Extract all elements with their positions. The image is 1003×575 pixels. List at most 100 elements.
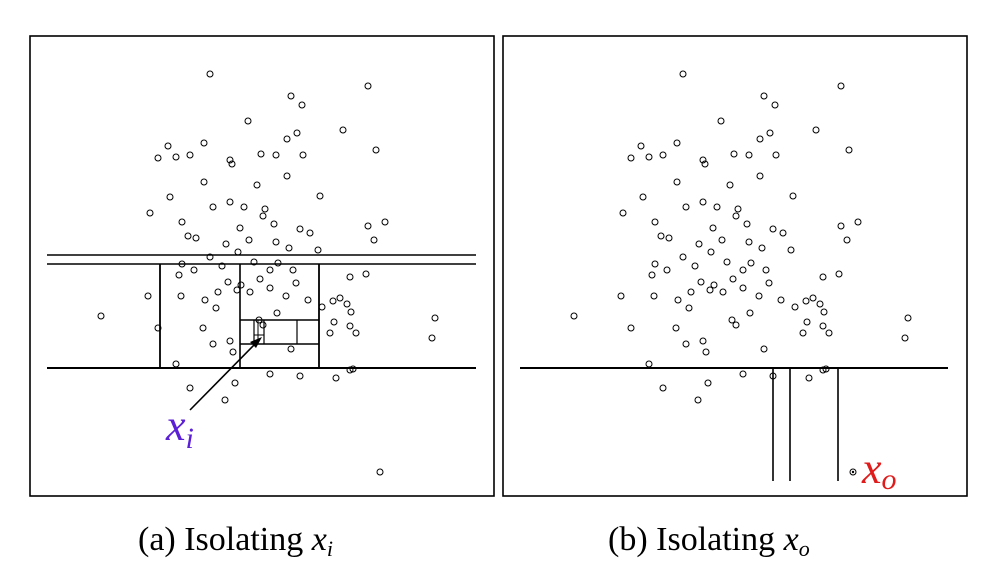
data-point (352, 329, 360, 337)
data-point (756, 172, 764, 180)
data-point (682, 203, 690, 211)
data-point (246, 288, 254, 296)
data-point (746, 309, 754, 317)
data-point (728, 316, 736, 324)
data-point (296, 372, 304, 380)
data-point (713, 203, 721, 211)
data-point (221, 396, 229, 404)
data-point (200, 139, 208, 147)
data-point (292, 279, 300, 287)
data-point (805, 374, 813, 382)
data-point (743, 220, 751, 228)
data-point (209, 203, 217, 211)
panel-a-points (97, 70, 439, 476)
data-point (362, 270, 370, 278)
panel-a-arrow (189, 337, 262, 411)
data-point (627, 324, 635, 332)
data-point (657, 232, 665, 240)
data-point (762, 266, 770, 274)
data-point (154, 324, 162, 332)
data-point (755, 292, 763, 300)
data-point (428, 334, 436, 342)
data-point (723, 258, 731, 266)
data-point (729, 275, 737, 283)
data-point (296, 225, 304, 233)
data-point (710, 281, 718, 289)
data-point (854, 218, 862, 226)
data-point (224, 278, 232, 286)
data-point (835, 270, 843, 278)
data-point (760, 92, 768, 100)
data-point (431, 314, 439, 322)
data-point (837, 222, 845, 230)
panel-b-frame (502, 35, 968, 497)
data-point (287, 92, 295, 100)
panel-a: xi (a) Isolating xi (29, 35, 495, 561)
data-point (699, 337, 707, 345)
data-point (212, 304, 220, 312)
data-point (619, 209, 627, 217)
data-point (283, 135, 291, 143)
data-point (672, 324, 680, 332)
data-point (261, 205, 269, 213)
data-point (617, 292, 625, 300)
data-point (679, 70, 687, 78)
data-point (266, 266, 274, 274)
data-point (819, 273, 827, 281)
data-point (766, 129, 774, 137)
data-point (253, 181, 261, 189)
panel-a-partitions (47, 254, 476, 369)
data-point (199, 324, 207, 332)
data-point (570, 312, 578, 320)
data-point (346, 273, 354, 281)
data-point (718, 236, 726, 244)
panel-b: xo (b) Isolating xo (502, 35, 968, 561)
data-point (316, 192, 324, 200)
data-point (771, 101, 779, 109)
data-point (245, 236, 253, 244)
data-point (164, 142, 172, 150)
panel-a-frame (29, 35, 495, 497)
data-point (346, 322, 354, 330)
data-point (376, 468, 384, 476)
data-point (819, 322, 827, 330)
panel-b-partitions (520, 367, 948, 481)
data-point (637, 142, 645, 150)
data-point (639, 193, 647, 201)
data-point (687, 288, 695, 296)
data-point (339, 126, 347, 134)
data-point (166, 193, 174, 201)
data-point (250, 258, 258, 266)
data-point (816, 300, 824, 308)
data-point (726, 181, 734, 189)
data-point (172, 153, 180, 161)
data-point (270, 220, 278, 228)
data-point (364, 82, 372, 90)
data-point (336, 294, 344, 302)
data-point (651, 260, 659, 268)
data-point (765, 279, 773, 287)
data-point (659, 151, 667, 159)
data-point (192, 234, 200, 242)
data-point (702, 348, 710, 356)
data-point (777, 296, 785, 304)
data-point (306, 229, 314, 237)
data-point (146, 209, 154, 217)
data-point (244, 117, 252, 125)
data-point (172, 360, 180, 368)
data-point (298, 101, 306, 109)
data-point (236, 224, 244, 232)
data-point (843, 236, 851, 244)
data-point (293, 129, 301, 137)
data-point (201, 296, 209, 304)
data-point (799, 329, 807, 337)
data-point (787, 246, 795, 254)
data-point (330, 318, 338, 326)
data-point (645, 360, 653, 368)
data-point (229, 348, 237, 356)
data-point (175, 271, 183, 279)
data-point (259, 212, 267, 220)
data-point (697, 278, 705, 286)
data-point (332, 374, 340, 382)
